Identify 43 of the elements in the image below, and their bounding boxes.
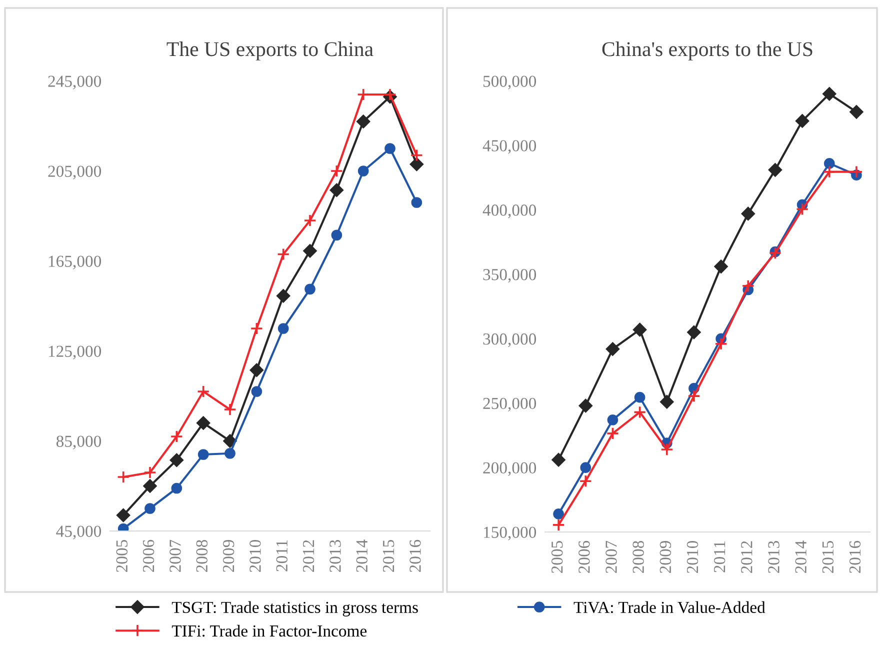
y-tick-label: 300,000 bbox=[483, 333, 536, 348]
x-tick-label: 2016 bbox=[410, 540, 421, 572]
legend-label: TiVA: Trade in Value-Added bbox=[574, 601, 766, 614]
x-tick-label: 2005 bbox=[116, 540, 128, 572]
y-tick-label: 85,000 bbox=[56, 436, 102, 450]
x-tick-label: 2014 bbox=[795, 540, 806, 573]
y-tick-label: 350,000 bbox=[483, 268, 536, 283]
x-tick-label: 2015 bbox=[382, 540, 394, 572]
chart-title: China's exports to the US bbox=[602, 42, 812, 60]
x-tick-label: 2011 bbox=[276, 540, 288, 572]
x-tick-label: 2009 bbox=[222, 540, 234, 572]
y-tick-label: 165,000 bbox=[48, 256, 102, 270]
x-tick-label: 2008 bbox=[632, 540, 644, 573]
legend-label: TSGT: Trade statistics in gross terms bbox=[172, 601, 418, 616]
x-tick-label: 2012 bbox=[741, 541, 752, 573]
x-tick-label: 2011 bbox=[714, 541, 726, 572]
legend-label: TIFi: Trade in Factor-Income bbox=[172, 624, 367, 637]
x-tick-label: 2016 bbox=[849, 540, 861, 573]
y-tick-label: 200,000 bbox=[483, 462, 536, 476]
x-tick-label: 2005 bbox=[551, 540, 563, 573]
x-tick-label: 2010 bbox=[250, 540, 261, 572]
x-tick-label: 2015 bbox=[822, 540, 834, 573]
y-tick-label: 250,000 bbox=[483, 398, 536, 412]
y-tick-label: 150,000 bbox=[484, 526, 536, 540]
chart-title: The US exports to China bbox=[166, 42, 374, 60]
x-tick-label: 2012 bbox=[302, 540, 314, 572]
y-tick-label: 400,000 bbox=[482, 204, 536, 218]
x-tick-label: 2006 bbox=[142, 540, 154, 572]
x-tick-label: 2009 bbox=[660, 541, 672, 573]
x-tick-label: 2007 bbox=[606, 540, 617, 573]
x-tick-label: 2014 bbox=[356, 540, 368, 572]
y-tick-label: 245,000 bbox=[48, 76, 102, 90]
y-tick-label: 205,000 bbox=[48, 166, 102, 180]
y-tick-label: 450,000 bbox=[482, 140, 536, 154]
x-tick-label: 2008 bbox=[196, 540, 208, 572]
y-tick-label: 45,000 bbox=[56, 526, 102, 540]
x-tick-label: 2010 bbox=[686, 540, 698, 573]
y-tick-label: 500,000 bbox=[483, 76, 536, 90]
x-tick-label: 2013 bbox=[330, 540, 341, 572]
y-tick-label: 125,000 bbox=[48, 346, 102, 360]
x-tick-label: 2007 bbox=[170, 540, 181, 572]
x-tick-label: 2006 bbox=[578, 540, 590, 573]
x-tick-label: 2013 bbox=[768, 540, 780, 573]
